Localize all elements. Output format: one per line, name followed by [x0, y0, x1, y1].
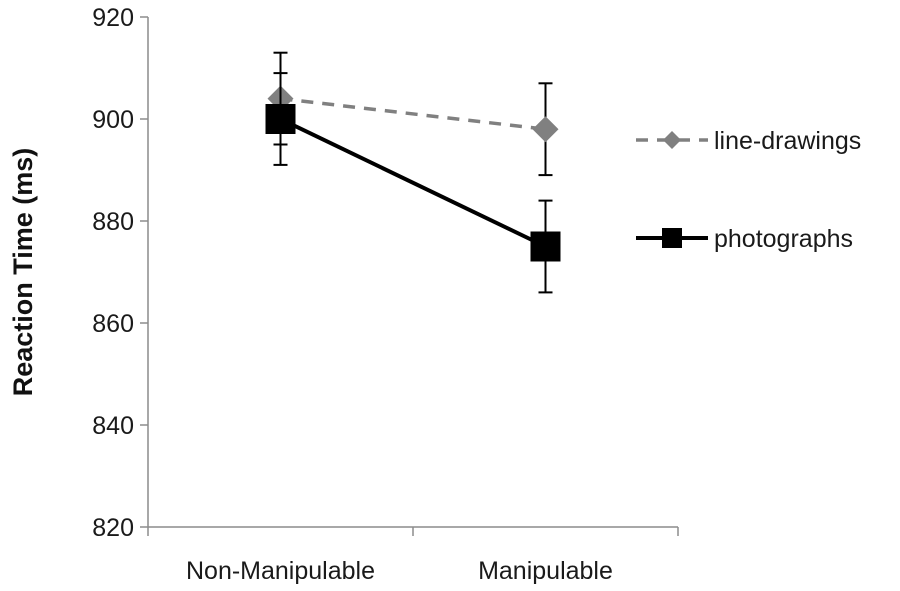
series-line-drawings — [267, 51, 559, 177]
series-line — [279, 117, 547, 249]
legend-item-line-drawings: line-drawings — [636, 127, 861, 155]
x-tick-labels: Non-Manipulable Manipulable — [186, 557, 613, 585]
legend-marker — [663, 131, 681, 149]
y-tick-label: 880 — [92, 208, 134, 236]
legend-item-photographs: photographs — [636, 225, 853, 253]
data-point — [530, 231, 561, 262]
y-tick-label: 840 — [92, 412, 134, 440]
axes — [140, 16, 679, 536]
x-tick-label: Manipulable — [478, 557, 613, 585]
y-tick-label: 920 — [92, 4, 134, 32]
legend-label: photographs — [714, 225, 853, 253]
legend: line-drawings photographs — [636, 127, 861, 253]
y-tick-label: 820 — [92, 514, 134, 542]
y-tick-label: 900 — [92, 106, 134, 134]
legend-marker — [662, 228, 682, 248]
data-point — [265, 104, 296, 134]
series-photographs — [265, 72, 561, 294]
y-tick-labels: 820 840 860 880 900 920 — [92, 4, 134, 542]
data-point — [532, 116, 559, 143]
series-layer — [265, 51, 561, 294]
x-tick-label: Non-Manipulable — [186, 557, 375, 585]
y-tick-label: 860 — [92, 310, 134, 338]
legend-label: line-drawings — [714, 127, 861, 155]
y-axis-title: Reaction Time (ms) — [8, 148, 38, 397]
series-line — [280, 96, 546, 131]
